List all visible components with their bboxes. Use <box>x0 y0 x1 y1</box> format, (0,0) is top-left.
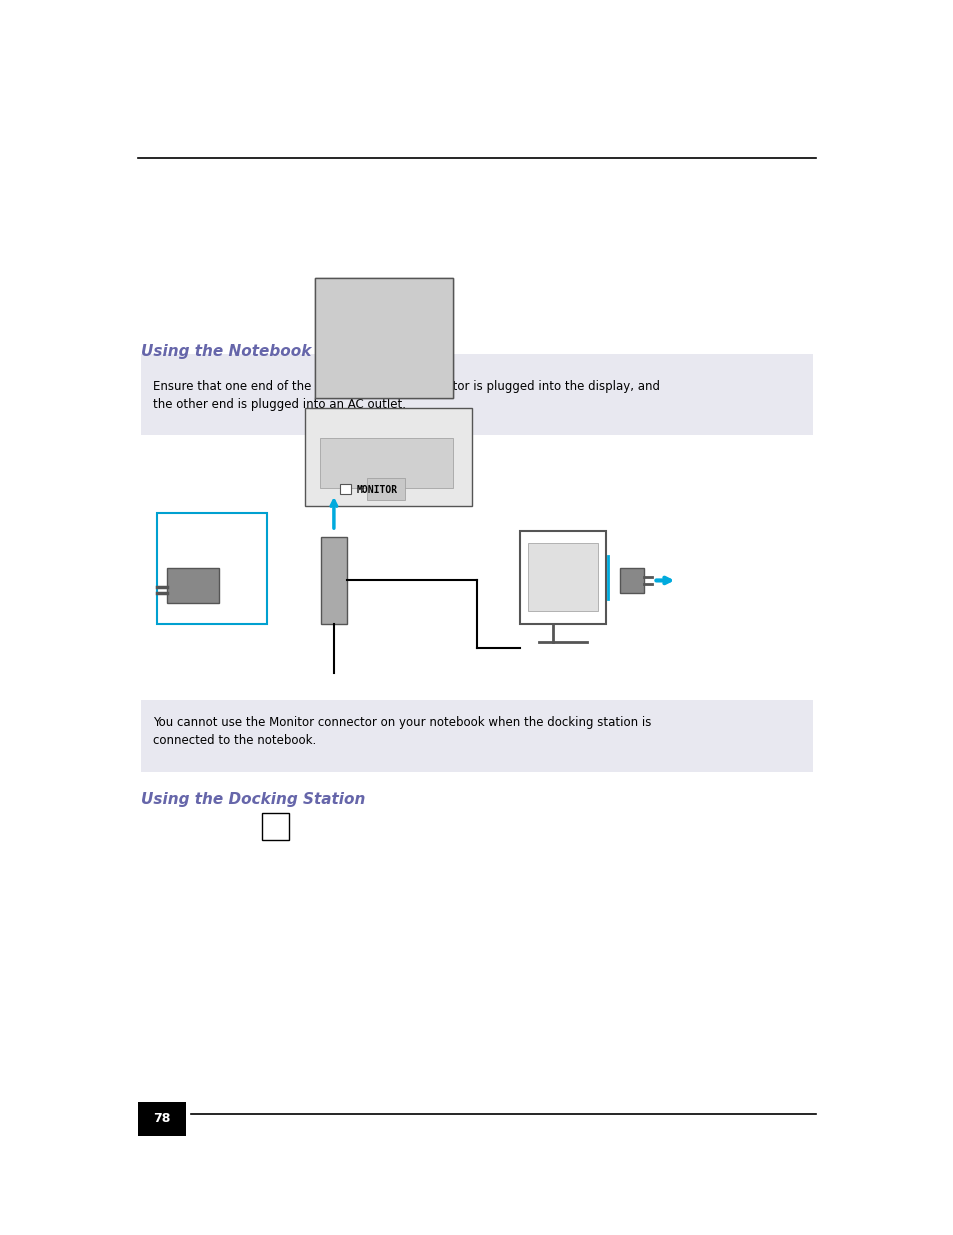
Text: Using the Docking Station: Using the Docking Station <box>141 792 365 806</box>
Bar <box>167 568 219 603</box>
Bar <box>157 513 267 624</box>
Bar <box>262 813 289 840</box>
Bar <box>619 568 643 593</box>
Text: Ensure that one end of the power cord of the monitor is plugged into the display: Ensure that one end of the power cord of… <box>152 379 659 411</box>
Text: MONITOR: MONITOR <box>356 485 397 495</box>
Text: Using the Notebook: Using the Notebook <box>141 345 312 359</box>
Bar <box>367 478 405 500</box>
Bar <box>141 700 812 772</box>
Text: You cannot use the Monitor connector on your notebook when the docking station i: You cannot use the Monitor connector on … <box>152 715 650 747</box>
Text: 78: 78 <box>153 1113 171 1125</box>
Bar <box>527 543 598 611</box>
Bar <box>319 438 453 488</box>
Polygon shape <box>314 278 453 398</box>
Bar <box>519 531 605 624</box>
Bar <box>138 1102 186 1136</box>
Bar <box>339 484 351 494</box>
Bar <box>320 537 347 624</box>
Bar <box>305 408 472 506</box>
Bar <box>141 354 812 435</box>
